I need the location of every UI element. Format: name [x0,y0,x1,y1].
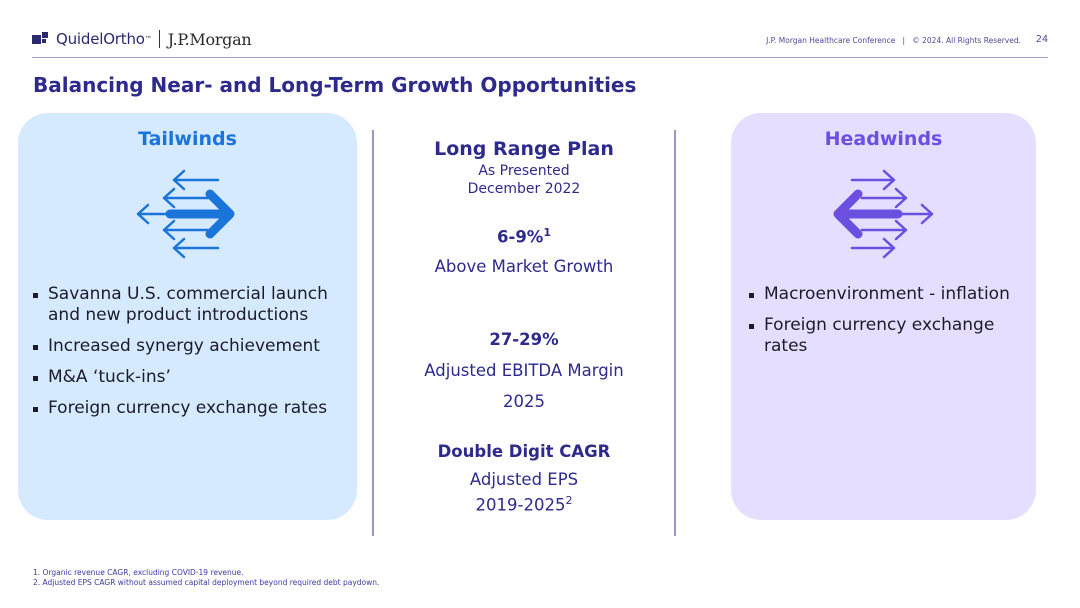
jpmorgan-logo: J.P.Morgan [167,29,252,49]
metric-ebitda-year: 2025 [503,392,545,411]
lrp-subtitle-line: As Presented [478,163,570,179]
quidelortho-logo-mark-icon [32,32,50,46]
footnote-2: 2. Adjusted EPS CAGR without assumed cap… [33,577,380,587]
metric-ebitda-label: Adjusted EBITDA Margin [424,361,624,380]
metric-ebitda-value: 27-29% [489,330,559,349]
tailwinds-item: Increased synergy achievement [33,336,363,357]
footnotes: 1. Organic revenue CAGR, excluding COVID… [33,568,379,587]
metric-eps-label: Adjusted EPS [469,470,579,489]
tailwinds-item: Savanna U.S. commercial launch and new p… [33,284,363,326]
headwinds-heading: Headwinds [824,128,943,150]
header-divider [32,57,1048,58]
headwinds-list: Macroenvironment - inflation Foreign cur… [749,284,1029,367]
tailwinds-heading: Tailwinds [138,128,237,150]
metric-growth-value: 6-9%1 [497,226,551,247]
conference-notice: J.P. Morgan Healthcare Conference | © 20… [766,36,1021,45]
headwinds-item: Macroenvironment - inflation [749,284,1029,305]
tailwinds-item: M&A ‘tuck-ins’ [33,367,363,388]
lrp-title: Long Range Plan [434,138,614,160]
slide-title: Balancing Near- and Long-Term Growth Opp… [33,73,637,97]
brand-trademark: ™ [144,35,152,43]
metric-eps-years: 2019-20252 [475,494,573,515]
logo-separator [158,30,160,48]
arrows-left-icon [833,169,934,259]
footnote-ref-2: 2 [565,494,573,507]
footnote-1: 1. Organic revenue CAGR, excluding COVID… [33,568,244,577]
right-divider [674,130,676,536]
quidelortho-logo: QuidelOrtho ™ J.P.Morgan [32,29,252,49]
tailwinds-list: Savanna U.S. commercial launch and new p… [33,284,363,429]
metric-growth-label: Above Market Growth [434,257,614,276]
brand-name: QuidelOrtho [56,30,145,48]
metric-eps-value: Double Digit CAGR [437,442,611,461]
page-number: 24 [1035,34,1048,45]
left-divider [372,130,374,536]
lrp-subtitle: As Presented December 2022 [380,163,668,198]
headwinds-item: Foreign currency exchange rates [749,315,1029,357]
tailwinds-item: Foreign currency exchange rates [33,398,363,419]
footnote-ref-1: 1 [543,226,551,239]
arrows-right-icon [136,169,235,259]
lrp-subtitle-date: December 2022 [467,180,581,197]
